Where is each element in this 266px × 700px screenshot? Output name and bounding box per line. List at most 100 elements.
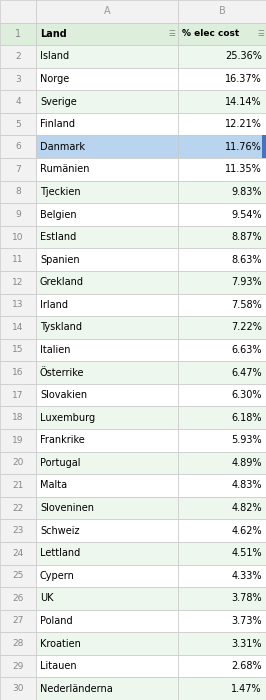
Text: Luxemburg: Luxemburg: [40, 413, 95, 423]
Bar: [0, 90, 36, 113]
Bar: [178, 0, 266, 22]
Text: 14: 14: [12, 323, 24, 332]
Bar: [178, 542, 266, 564]
Text: 25: 25: [12, 571, 24, 580]
Text: 18: 18: [12, 413, 24, 422]
Text: Kroatien: Kroatien: [40, 638, 81, 648]
Bar: [36, 519, 178, 542]
Bar: [0, 474, 36, 497]
Text: 21: 21: [12, 481, 24, 490]
Text: Danmark: Danmark: [40, 142, 85, 152]
Bar: [0, 610, 36, 632]
Text: Sverige: Sverige: [40, 97, 77, 106]
Text: UK: UK: [40, 594, 53, 603]
Text: 25.36%: 25.36%: [225, 52, 262, 62]
Text: 19: 19: [12, 436, 24, 445]
Text: 4.83%: 4.83%: [231, 480, 262, 491]
Text: Litauen: Litauen: [40, 661, 77, 671]
Bar: [0, 113, 36, 136]
Text: Lettland: Lettland: [40, 548, 80, 558]
Text: 4.33%: 4.33%: [231, 570, 262, 581]
Bar: [0, 226, 36, 248]
Text: Malta: Malta: [40, 480, 67, 491]
Bar: [178, 22, 266, 46]
Bar: [178, 203, 266, 226]
Bar: [0, 384, 36, 407]
Bar: [36, 542, 178, 564]
Bar: [178, 339, 266, 361]
Text: 6.63%: 6.63%: [231, 345, 262, 355]
Text: Land: Land: [40, 29, 67, 39]
Bar: [0, 136, 36, 158]
Text: Grekland: Grekland: [40, 277, 84, 287]
Bar: [0, 429, 36, 452]
Text: 27: 27: [12, 617, 24, 626]
Bar: [178, 226, 266, 248]
Text: Portugal: Portugal: [40, 458, 80, 468]
Text: 13: 13: [12, 300, 24, 309]
Text: 30: 30: [12, 684, 24, 693]
Text: 8: 8: [15, 188, 21, 197]
Text: Cypern: Cypern: [40, 570, 75, 581]
Text: 7.58%: 7.58%: [231, 300, 262, 310]
Text: 2.68%: 2.68%: [231, 661, 262, 671]
Bar: [0, 407, 36, 429]
Text: 22: 22: [12, 503, 24, 512]
Text: Slovakien: Slovakien: [40, 390, 87, 400]
Text: Island: Island: [40, 52, 69, 62]
Bar: [36, 474, 178, 497]
Text: 6.18%: 6.18%: [231, 413, 262, 423]
Text: Tyskland: Tyskland: [40, 323, 82, 332]
Text: 9: 9: [15, 210, 21, 219]
Text: ☰: ☰: [257, 29, 264, 38]
Text: 3.31%: 3.31%: [231, 638, 262, 648]
Text: Rumänien: Rumänien: [40, 164, 89, 174]
Text: B: B: [219, 6, 226, 16]
Bar: [178, 113, 266, 136]
Bar: [178, 497, 266, 519]
Bar: [262, 136, 266, 158]
Text: 1.47%: 1.47%: [231, 684, 262, 694]
Text: 5.93%: 5.93%: [231, 435, 262, 445]
Text: 12: 12: [12, 278, 24, 287]
Bar: [0, 248, 36, 271]
Bar: [178, 474, 266, 497]
Bar: [36, 497, 178, 519]
Text: 5: 5: [15, 120, 21, 129]
Text: 20: 20: [12, 458, 24, 468]
Bar: [36, 158, 178, 181]
Bar: [36, 181, 178, 203]
Text: Belgien: Belgien: [40, 209, 77, 220]
Bar: [178, 136, 266, 158]
Bar: [36, 0, 178, 22]
Text: 3: 3: [15, 74, 21, 83]
Text: 26: 26: [12, 594, 24, 603]
Bar: [36, 203, 178, 226]
Text: 16: 16: [12, 368, 24, 377]
Bar: [178, 271, 266, 293]
Bar: [178, 632, 266, 654]
Bar: [178, 181, 266, 203]
Bar: [0, 158, 36, 181]
Bar: [36, 361, 178, 384]
Text: Österrike: Österrike: [40, 368, 84, 377]
Bar: [178, 158, 266, 181]
Bar: [178, 68, 266, 90]
Bar: [0, 678, 36, 700]
Bar: [36, 452, 178, 474]
Bar: [178, 678, 266, 700]
Text: 4.62%: 4.62%: [231, 526, 262, 536]
Bar: [36, 564, 178, 587]
Bar: [178, 90, 266, 113]
Bar: [36, 136, 178, 158]
Bar: [0, 316, 36, 339]
Text: 6: 6: [15, 142, 21, 151]
Text: Norge: Norge: [40, 74, 69, 84]
Text: 11.35%: 11.35%: [225, 164, 262, 174]
Text: Finland: Finland: [40, 119, 75, 130]
Bar: [36, 384, 178, 407]
Bar: [178, 564, 266, 587]
Bar: [36, 678, 178, 700]
Text: 11.76%: 11.76%: [225, 142, 262, 152]
Text: 8.87%: 8.87%: [231, 232, 262, 242]
